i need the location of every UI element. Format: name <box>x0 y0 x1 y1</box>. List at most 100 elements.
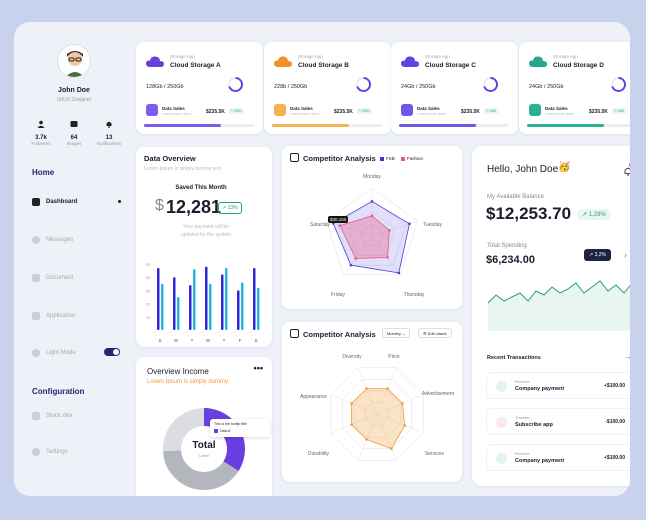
x-tick-label: S <box>158 338 161 343</box>
bar <box>157 267 160 330</box>
y-tick-label: 30 <box>146 288 151 293</box>
bar <box>161 283 164 330</box>
avatar[interactable] <box>57 44 91 78</box>
edit-charts-button[interactable]: ⚙ Edit charts <box>418 328 452 338</box>
balance-label: My Available Balance <box>487 194 544 200</box>
radar-point <box>401 402 404 405</box>
nav-item-document[interactable]: Document <box>32 274 73 282</box>
legend-label-fsb: FSB <box>386 156 395 161</box>
legend-swatch-fashion <box>401 157 405 161</box>
sparkline-area <box>488 281 630 331</box>
donut-tooltip: This is the tooltip title Data A <box>210 419 270 437</box>
bar <box>193 269 196 330</box>
period-dropdown[interactable]: Monthly ⌄ <box>382 328 411 338</box>
bar-chart: 50 40 30 20 10 S M T W T F S <box>146 262 260 343</box>
chevron-right-icon[interactable]: › <box>624 250 627 260</box>
arrow-right-icon[interactable]: → <box>624 352 630 361</box>
y-tick-label: 10 <box>146 315 151 320</box>
folder-icon <box>274 104 286 116</box>
radar-point <box>365 438 368 441</box>
axis-label: Tuesday <box>423 222 442 228</box>
storage-progress <box>399 124 509 127</box>
bar <box>225 267 228 330</box>
radar-axis <box>371 235 401 275</box>
bar <box>189 285 192 330</box>
axis-label: Services <box>425 451 445 457</box>
radar-axis <box>376 394 424 415</box>
storage-card-d[interactable]: Storage App Cloud Storage D 24Gb / 250Gb… <box>519 42 630 134</box>
sparkline-line <box>488 280 630 304</box>
storage-card-c[interactable]: Storage App Cloud Storage C 24Gb / 250Gb… <box>391 42 518 134</box>
radar-axis <box>330 413 378 434</box>
bell-icon[interactable] <box>623 166 630 176</box>
bar <box>177 297 180 330</box>
radar-axis <box>376 367 397 415</box>
more-icon[interactable]: ••• <box>253 363 263 373</box>
radar-point <box>350 423 353 426</box>
radar-point <box>386 256 389 259</box>
series-fashion <box>339 215 390 259</box>
gear-icon <box>32 448 40 456</box>
nav-item-application[interactable]: Application <box>32 312 75 320</box>
transfer-icon <box>496 417 507 428</box>
radar-point <box>403 424 407 427</box>
stat-notifications: 13 Notifications <box>94 115 124 146</box>
radar-chart-days: Monday Tuesday Thursday Friday Saturday <box>310 174 442 298</box>
message-icon <box>32 236 40 244</box>
greeting: Hello, John Doe <box>487 164 559 175</box>
axis-label: Durability <box>308 451 329 457</box>
data-overview-card: Data Overview Lorem Ipsum is simply dumm… <box>136 147 272 347</box>
radar-point <box>349 263 353 267</box>
layers-icon <box>32 412 40 420</box>
nav-item-light-mode: Light Mode <box>32 349 76 357</box>
y-tick-label: 40 <box>146 275 151 280</box>
legend-swatch-fsb <box>380 157 384 161</box>
nav-item-dashboard[interactable]: Dashboard <box>32 198 77 206</box>
storage-ring <box>483 77 498 92</box>
legend-label-fashion: Fashion <box>407 156 424 161</box>
chart-icon <box>290 153 299 162</box>
radar-point <box>338 224 342 227</box>
balance-change-badge: ↗ 1,29% <box>577 209 611 220</box>
axis-label: Saturday <box>310 222 331 228</box>
grid-icon <box>32 312 40 320</box>
user-role: UI/UX Designer <box>56 97 92 103</box>
saved-change-badge: ↗ 13% <box>218 202 242 214</box>
light-mode-toggle[interactable] <box>104 348 120 356</box>
document-icon <box>32 274 40 282</box>
radar-axis <box>330 394 378 415</box>
radar-tooltip: $30,150 <box>328 216 349 223</box>
stat-followers: 3.7k Followers <box>26 115 56 146</box>
nav-item-stock-dev[interactable]: Stock dev <box>32 412 72 420</box>
radar-axis <box>343 235 373 275</box>
overview-income-card: Overview Income Lorem Ipsum is simply du… <box>136 357 272 496</box>
competitor-analysis-card-2: Competitor Analysis Monthly ⌄ ⚙ Edit cha… <box>282 322 462 482</box>
storage-card-b[interactable]: Storage App Cloud Storage B 228b / 250Gb… <box>264 42 391 134</box>
bar <box>237 290 240 330</box>
saved-amount: 12,281 <box>166 197 222 217</box>
transaction-row[interactable]: Receive Company payment +$100.00 <box>486 372 630 399</box>
stat-images: 64 Images <box>59 115 89 146</box>
y-tick-label: 50 <box>146 262 151 267</box>
donut-chart <box>163 408 245 490</box>
nav-item-messages[interactable]: Messages <box>32 236 73 244</box>
radar-point <box>390 447 393 450</box>
donut-center-label: Label <box>199 453 209 458</box>
transaction-row[interactable]: Transfer Subscribe app -$100.00 <box>486 408 630 435</box>
sidebar: John Doe UI/UX Designer 3.7k Followers 6… <box>14 22 134 496</box>
series-area <box>351 388 406 450</box>
cloud-icon <box>274 56 292 67</box>
x-tick-label: M <box>174 338 178 343</box>
storage-progress <box>144 124 254 127</box>
x-tick-label: S <box>254 338 257 343</box>
transaction-row[interactable]: Receive Company payment +$100.00 <box>486 444 630 471</box>
axis-label: Diversity <box>342 354 362 360</box>
axis-label: Price <box>388 354 400 360</box>
folder-icon <box>401 104 413 116</box>
storage-card-a[interactable]: Storage App Cloud Storage A 128Gb / 250G… <box>136 42 263 134</box>
radar-axis <box>376 413 397 461</box>
nav-item-settings[interactable]: Settings <box>32 448 68 456</box>
axis-label: Monday <box>363 174 381 180</box>
radar-axis <box>376 413 424 434</box>
radar-grid <box>326 187 418 276</box>
